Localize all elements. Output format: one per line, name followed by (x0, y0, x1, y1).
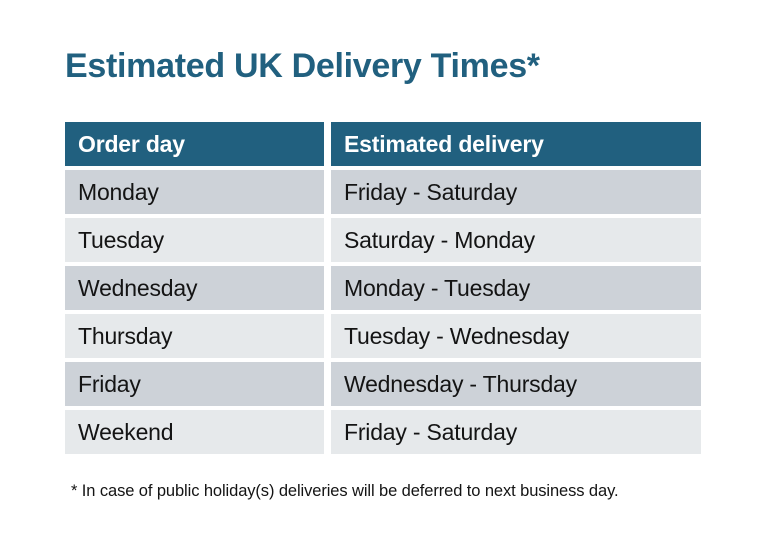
order-day-cell: Tuesday (65, 218, 324, 262)
estimated-delivery-cell: Friday - Saturday (331, 170, 701, 214)
order-day-cell: Wednesday (65, 266, 324, 310)
order-day-cell: Monday (65, 170, 324, 214)
order-day-cell: Friday (65, 362, 324, 406)
column-header-estimated-delivery: Estimated delivery (331, 122, 701, 166)
estimated-delivery-cell: Wednesday - Thursday (331, 362, 701, 406)
estimated-delivery-cell: Tuesday - Wednesday (331, 314, 701, 358)
column-header-order-day: Order day (65, 122, 324, 166)
estimated-delivery-cell: Monday - Tuesday (331, 266, 701, 310)
footnote: * In case of public holiday(s) deliverie… (71, 482, 619, 500)
estimated-delivery-cell: Saturday - Monday (331, 218, 701, 262)
order-day-cell: Weekend (65, 410, 324, 454)
estimated-delivery-cell: Friday - Saturday (331, 410, 701, 454)
order-day-cell: Thursday (65, 314, 324, 358)
page-title: Estimated UK Delivery Times* (65, 47, 540, 85)
delivery-times-table: Order day Estimated delivery Monday Frid… (65, 122, 701, 454)
